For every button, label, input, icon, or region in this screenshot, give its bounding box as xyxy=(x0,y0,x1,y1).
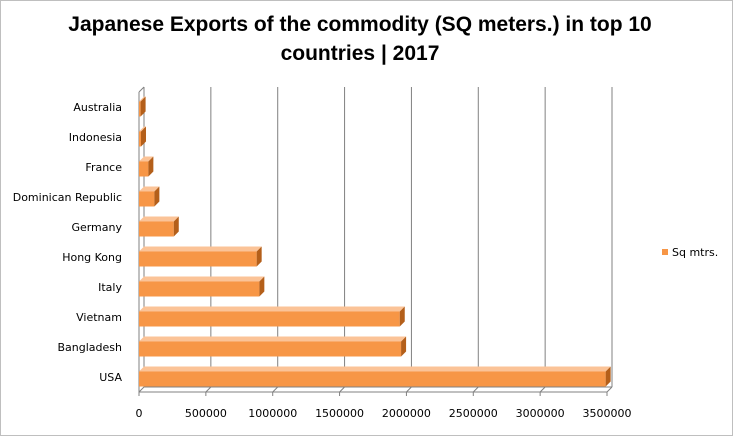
gridline-foot xyxy=(606,386,613,393)
bar xyxy=(139,156,154,177)
bar xyxy=(139,276,265,297)
bar-front-face xyxy=(139,161,149,177)
bar-front-face xyxy=(139,131,142,147)
bar-front-face xyxy=(139,311,400,327)
x-tick-label: 2000000 xyxy=(382,407,431,420)
legend-swatch xyxy=(662,249,668,255)
bar xyxy=(139,216,179,237)
bar-side-face xyxy=(605,366,611,387)
chart-title: Japanese Exports of the commodity (SQ me… xyxy=(68,13,652,65)
bar xyxy=(139,366,611,387)
x-tick-labels: 0 500000 1000000 1500000 2000000 2500000 30000… xyxy=(136,407,632,420)
category-label: France xyxy=(85,161,122,174)
category-label: Indonesia xyxy=(69,131,122,144)
category-label: Dominican Republic xyxy=(13,191,122,204)
bar-top-face xyxy=(139,306,405,312)
bar-front-face xyxy=(139,341,402,357)
bar-top-face xyxy=(139,246,262,252)
bar-top-face xyxy=(139,366,611,372)
gridline-foot xyxy=(539,386,546,393)
bar-top-face xyxy=(139,216,179,222)
x-tick-label: 3500000 xyxy=(583,407,632,420)
bar-side-face xyxy=(399,306,405,327)
axis-depth-top xyxy=(138,86,145,93)
bar-top-face xyxy=(139,186,160,192)
gridline-foot xyxy=(339,386,345,393)
category-label: Bangladesh xyxy=(58,341,123,354)
category-label: Germany xyxy=(71,221,122,234)
bar-front-face xyxy=(139,281,260,297)
category-label: USA xyxy=(99,371,122,384)
x-tick-label: 500000 xyxy=(185,407,227,420)
bar-side-face xyxy=(173,216,179,237)
bar-side-face xyxy=(259,276,265,297)
legend-label: Sq mtrs. xyxy=(672,246,718,259)
bar-side-face xyxy=(256,246,262,267)
bar-side-face xyxy=(401,336,407,357)
bar-side-face xyxy=(141,126,147,147)
bar-top-face xyxy=(139,336,407,342)
bar-front-face xyxy=(139,251,257,267)
bar-top-face xyxy=(139,126,147,132)
category-label: Vietnam xyxy=(76,311,122,324)
bar xyxy=(139,186,160,207)
bar-front-face xyxy=(139,221,174,237)
bar xyxy=(139,96,146,117)
bar-front-face xyxy=(139,371,606,387)
bar-front-face xyxy=(139,191,155,207)
x-tick-label: 3000000 xyxy=(516,407,565,420)
bar-side-face xyxy=(140,96,146,117)
x-tick-label: 1500000 xyxy=(315,407,364,420)
bar xyxy=(139,336,407,357)
category-label: Australia xyxy=(73,101,122,114)
x-tick-label: 2500000 xyxy=(449,407,498,420)
category-labels: USA Bangladesh Vietnam Italy Hong Kong German… xyxy=(13,101,123,384)
gridline-foot xyxy=(205,386,212,393)
gridline-foot xyxy=(272,386,279,393)
bar-top-face xyxy=(139,96,146,102)
bar-side-face xyxy=(154,186,160,207)
gridline-foot xyxy=(406,386,412,393)
bar-side-face xyxy=(148,156,154,177)
axis-depth-bottom xyxy=(138,386,145,393)
bars xyxy=(139,96,611,387)
gridline-foot xyxy=(472,386,479,393)
bar xyxy=(139,126,147,147)
bar-front-face xyxy=(139,101,141,117)
bar-top-face xyxy=(139,276,265,282)
bar xyxy=(139,306,405,327)
legend: Sq mtrs. xyxy=(662,246,718,259)
category-label: Hong Kong xyxy=(62,251,122,264)
category-label: Italy xyxy=(98,281,122,294)
x-tick-label: 1000000 xyxy=(248,407,297,420)
bar xyxy=(139,246,262,267)
bar-top-face xyxy=(139,156,154,162)
x-tick-label: 0 xyxy=(136,407,143,420)
